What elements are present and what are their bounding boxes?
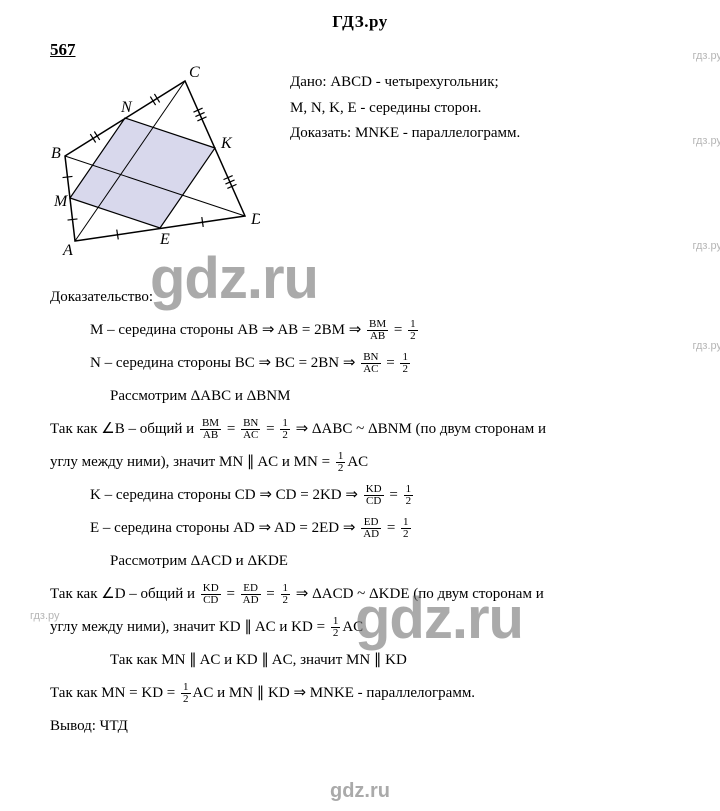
proof-line: углу между ними), значит MN ∥ AC и MN = … xyxy=(50,449,670,476)
proof-label: Доказательство: xyxy=(50,284,670,311)
proof-line: Так как MN ∥ AC и KD ∥ AC, значит MN ∥ K… xyxy=(50,647,670,674)
watermark-footer: gdz.ru xyxy=(0,766,720,811)
watermark-small: гдз.ру xyxy=(692,135,720,147)
svg-text:C: C xyxy=(189,66,200,81)
svg-text:A: A xyxy=(62,242,73,259)
svg-text:D: D xyxy=(250,211,260,228)
svg-text:M: M xyxy=(53,193,69,210)
watermark-small: гдз.ру xyxy=(692,340,720,352)
proof-line: E – середина стороны AD ⇒ AD = 2ED ⇒ EDA… xyxy=(50,515,670,542)
proof-line: Так как MN = KD = 12AC и MN ∥ KD ⇒ MNKE … xyxy=(50,680,670,707)
given-line: Дано: ABCD - четырехугольник; xyxy=(290,70,520,96)
watermark-small: гдз.ру xyxy=(692,50,720,62)
proof-line: Рассмотрим ΔACD и ΔKDE xyxy=(50,548,670,575)
proof-line: Так как ∠D – общий и KDCD = EDAD = 12 ⇒ … xyxy=(50,581,670,608)
geometry-diagram: A B C D M N K E xyxy=(50,66,260,266)
proof-line: K – середина стороны CD ⇒ CD = 2KD ⇒ KDC… xyxy=(50,482,670,509)
conclusion: Вывод: ЧТД xyxy=(50,713,670,740)
proof-line: углу между ними), значит KD ∥ AC и KD = … xyxy=(50,614,670,641)
watermark-small: гдз.ру xyxy=(692,240,720,252)
svg-text:B: B xyxy=(51,145,61,162)
proof-line: Так как ∠B – общий и BMAB = BNAC = 12 ⇒ … xyxy=(50,416,670,443)
solution-content: 567 A B C D M N K E Дано: ABCD - четырехугольни… xyxy=(0,40,720,766)
proof-line: Рассмотрим ΔABC и ΔBNM xyxy=(50,383,670,410)
svg-text:N: N xyxy=(120,99,133,116)
site-header: ГДЗ.ру xyxy=(0,0,720,40)
problem-number: 567 xyxy=(50,40,670,60)
svg-text:E: E xyxy=(159,231,170,248)
proof-line: M – середина стороны AB ⇒ AB = 2BM ⇒ BMA… xyxy=(50,317,670,344)
given-block: Дано: ABCD - четырехугольник; M, N, K, E… xyxy=(290,66,520,147)
proof-line: N – середина стороны BC ⇒ BC = 2BN ⇒ BNA… xyxy=(50,350,670,377)
given-line: M, N, K, E - середины сторон. xyxy=(290,96,520,122)
given-line: Доказать: MNKE - параллелограмм. xyxy=(290,121,520,147)
svg-text:K: K xyxy=(220,135,233,152)
